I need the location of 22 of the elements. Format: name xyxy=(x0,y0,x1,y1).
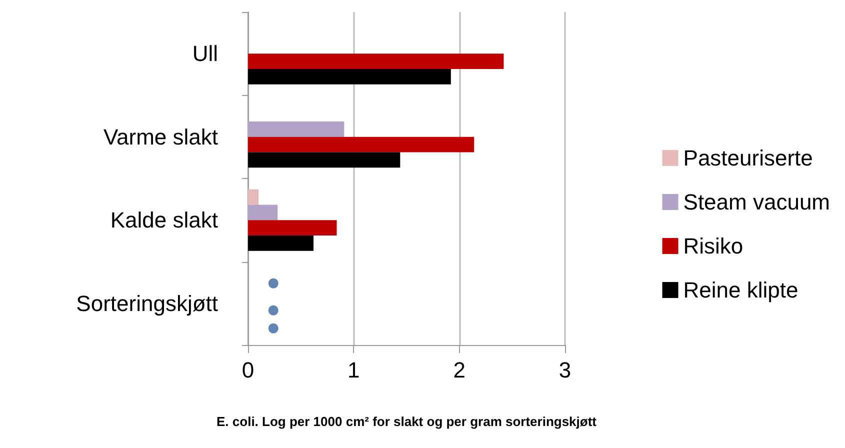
y-tick-label: Ull xyxy=(192,41,218,66)
x-tick-label: 3 xyxy=(558,358,572,382)
bar xyxy=(248,69,451,84)
bar xyxy=(248,54,504,70)
bar xyxy=(248,136,474,152)
legend-label: Risiko xyxy=(683,234,744,258)
bar xyxy=(248,204,278,220)
bar xyxy=(248,152,400,168)
x-tick-label: 1 xyxy=(348,358,360,382)
y-tick-label: Kalde slakt xyxy=(110,208,218,233)
x-axis-title: E. coli. Log per 1000 cm² for slakt og per gram sorteringskjøtt xyxy=(216,414,598,429)
bar xyxy=(248,121,344,137)
legend-label: Steam vacuum xyxy=(683,190,830,214)
x-tick-label: 2 xyxy=(453,358,466,382)
y-tick-label: Varme slakt xyxy=(103,124,218,150)
bar xyxy=(248,236,314,251)
bar xyxy=(248,189,259,205)
y-tick-label: Sorteringskjøtt xyxy=(76,290,218,316)
legend-label: Reine klipte xyxy=(683,278,798,302)
x-tick-label: 0 xyxy=(242,358,254,382)
legend-label: Pasteuriserte xyxy=(683,146,813,170)
bar xyxy=(248,220,337,236)
